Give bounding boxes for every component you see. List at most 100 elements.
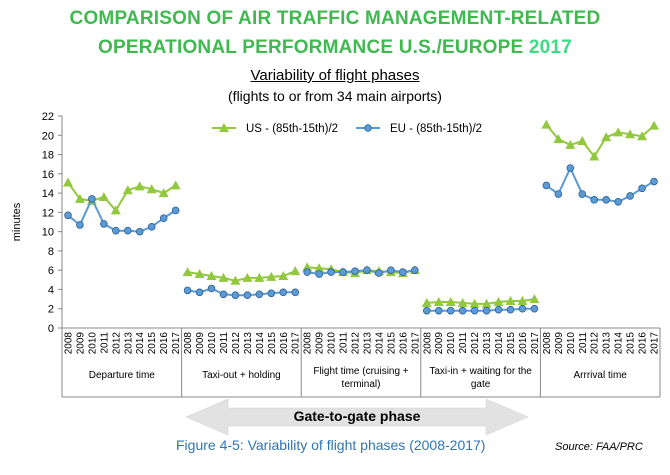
us-data-point [146, 184, 157, 194]
eu-data-point [614, 197, 622, 206]
x-year-label: 2009 [75, 332, 86, 355]
gate-to-gate-arrow [185, 398, 529, 436]
x-year-label: 2014 [614, 332, 625, 355]
eu-data-point [458, 306, 467, 315]
y-tick-label: 20 [42, 130, 54, 142]
us-data-point [601, 132, 612, 142]
eu-data-point [542, 181, 551, 190]
eu-series-line [307, 269, 415, 276]
eu-data-point [518, 304, 527, 313]
us-data-point [481, 298, 492, 308]
us-data-point [62, 177, 73, 187]
us-data-point [230, 275, 241, 285]
figure-caption: Figure 4-5: Variability of flight phases… [176, 437, 486, 453]
x-year-label: 2013 [243, 332, 254, 355]
y-tick-label: 12 [42, 207, 54, 219]
eu-data-point [183, 286, 192, 295]
x-group-label: gate [471, 379, 491, 390]
eu-data-point [387, 266, 395, 274]
eu-data-point [135, 227, 144, 236]
eu-data-point [626, 192, 634, 200]
eu-data-point [602, 196, 610, 204]
x-year-label: 2015 [506, 332, 517, 355]
us-data-point [589, 151, 600, 161]
eu-data-point [88, 195, 96, 203]
eu-series-line [426, 307, 535, 312]
us-data-point [625, 129, 636, 139]
eu-data-point [650, 177, 658, 186]
x-year-label: 2015 [626, 332, 637, 355]
x-year-label: 2012 [590, 332, 601, 355]
eu-series-line [545, 165, 655, 203]
x-year-label: 2010 [207, 332, 218, 355]
us-legend-label: US - (85th-15th)/2 [246, 123, 338, 135]
eu-data-point [327, 268, 335, 276]
x-year-label: 2008 [303, 332, 314, 355]
us-data-point [613, 127, 624, 137]
x-year-label: 2014 [255, 332, 266, 355]
eu-data-point [147, 223, 156, 231]
y-tick-label: 6 [48, 265, 54, 277]
us-data-point [206, 270, 217, 280]
x-year-label: 2010 [566, 332, 577, 355]
eu-data-point [566, 164, 575, 172]
x-year-label: 2012 [351, 332, 362, 355]
x-year-label: 2010 [327, 332, 338, 355]
us-data-point [134, 181, 145, 191]
us-data-point [170, 180, 181, 190]
x-year-label: 2012 [470, 332, 481, 355]
us-data-point [457, 297, 468, 307]
x-group-label: Taxi-out + holding [202, 370, 281, 381]
x-year-label: 2017 [530, 332, 541, 355]
x-year-label: 2017 [171, 332, 182, 355]
eu-data-point [446, 306, 455, 315]
x-year-label: 2017 [650, 332, 661, 355]
eu-data-point [638, 184, 646, 193]
us-series-line [426, 298, 535, 305]
eu-data-point [100, 220, 108, 228]
us-data-point [529, 294, 540, 304]
x-year-label: 2011 [339, 332, 350, 354]
x-year-label: 2014 [135, 332, 146, 355]
us-data-point [517, 296, 528, 306]
eu-data-point [422, 306, 431, 315]
eu-data-point [363, 266, 371, 274]
x-year-label: 2014 [494, 332, 505, 355]
x-year-label: 2009 [554, 332, 565, 355]
eu-data-point [351, 267, 359, 275]
eu-data-point [470, 306, 479, 315]
x-year-label: 2011 [99, 332, 110, 354]
x-group-label: Departure time [89, 370, 156, 381]
us-data-point [194, 269, 205, 279]
us-data-point [469, 298, 480, 308]
us-data-point [278, 270, 289, 280]
us-series-line [187, 270, 296, 282]
eu-data-point [231, 291, 240, 300]
y-axis-label: minutes [11, 202, 23, 241]
eu-data-point [112, 226, 120, 235]
eu-data-point [279, 288, 288, 297]
x-year-label: 2015 [267, 332, 278, 355]
us-data-point [314, 263, 325, 273]
y-tick-label: 0 [48, 323, 54, 335]
us-data-point [421, 297, 432, 307]
us-data-point [254, 272, 265, 282]
us-data-point [649, 120, 660, 130]
gate-to-gate-label: Gate-to-gate phase [293, 408, 421, 424]
us-data-point [565, 139, 576, 149]
x-year-label: 2008 [183, 332, 194, 355]
us-series-line [545, 124, 655, 159]
us-data-point [266, 271, 277, 281]
x-year-label: 2015 [147, 332, 158, 355]
eu-data-point [243, 291, 252, 300]
x-year-label: 2013 [482, 332, 493, 355]
source-note: Source: FAA/PRC [555, 441, 643, 453]
x-year-label: 2009 [195, 332, 206, 355]
x-year-label: 2013 [362, 332, 373, 355]
y-tick-label: 4 [48, 284, 54, 296]
eu-data-point [76, 221, 84, 229]
us-data-point [290, 266, 301, 276]
x-year-label: 2008 [63, 332, 74, 355]
header-year: 2017 [528, 37, 572, 58]
eu-data-point [554, 190, 563, 198]
